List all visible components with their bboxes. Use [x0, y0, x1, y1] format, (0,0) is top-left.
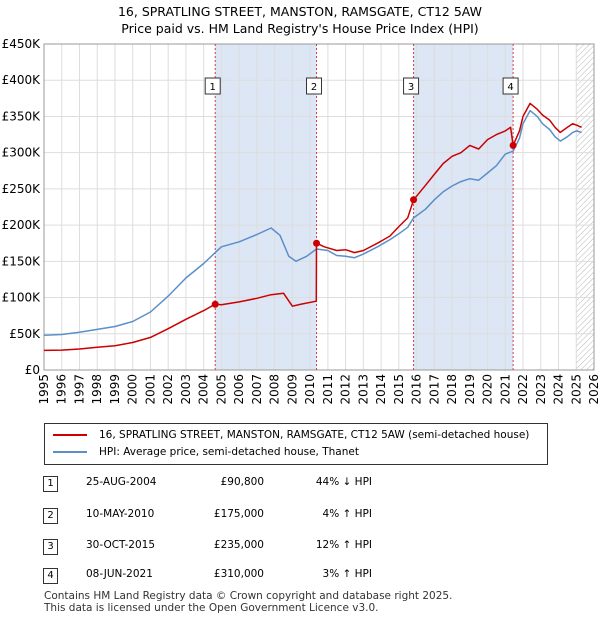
x-tick-label: 1997	[72, 374, 86, 405]
legend-label-property: 16, SPRATLING STREET, MANSTON, RAMSGATE,…	[99, 429, 530, 441]
y-tick-label: £350K	[2, 109, 42, 123]
shaded-band	[215, 44, 317, 370]
x-tick-label: 1998	[90, 374, 104, 405]
chart-subtitle: Price paid vs. HM Land Registry's House …	[121, 21, 479, 36]
legend: 16, SPRATLING STREET, MANSTON, RAMSGATE,…	[44, 423, 548, 465]
plot-frame	[43, 43, 595, 371]
table-row: 2 10-MAY-2010 £175,000 4% ↑ HPI	[0, 508, 600, 526]
sale-point	[509, 141, 517, 149]
sale-hpi-diff: 3% ↑ HPI	[322, 568, 372, 580]
y-tick-label: £250K	[2, 182, 42, 196]
sale-label-box	[204, 77, 221, 95]
sale-label: 2	[311, 82, 317, 93]
property-price-line	[43, 102, 582, 352]
price-chart: £0 £50K £100K £150K £200K £250K £300K £350K £400…	[2, 37, 600, 405]
sale-label: 4	[507, 82, 513, 93]
sale-price: £235,000	[213, 539, 264, 551]
sale-hpi-diff: 44% ↓ HPI	[315, 476, 372, 488]
x-tick-label: 2025	[569, 374, 583, 405]
x-tick-label: 2007	[250, 374, 264, 405]
sale-label-box	[306, 77, 323, 95]
y-tick-label: £200K	[2, 218, 42, 232]
x-tick-label: 2021	[498, 374, 512, 405]
x-tick-label: 2019	[463, 374, 477, 405]
legend-swatch-property	[53, 434, 87, 436]
x-tick-label: 2002	[161, 374, 175, 405]
sale-number-badge: 1	[43, 476, 58, 492]
sale-hpi-diff: 4% ↑ HPI	[322, 508, 372, 520]
hpi-line	[43, 109, 582, 336]
legend-item-hpi: HPI: Average price, semi-detached house,…	[53, 446, 359, 458]
sale-price: £175,000	[213, 508, 264, 520]
x-tick-label: 2017	[427, 374, 441, 405]
sale-label-box	[502, 77, 519, 95]
sale-number-badge: 4	[43, 568, 58, 584]
table-row: 1 25-AUG-2004 £90,800 44% ↓ HPI	[0, 476, 600, 494]
x-tick-label: 2013	[356, 374, 370, 405]
x-tick-label: 2001	[143, 374, 157, 405]
legend-label-hpi: HPI: Average price, semi-detached house,…	[99, 446, 359, 458]
legend-swatch-hpi	[53, 451, 87, 453]
x-tick-label: 2015	[392, 374, 406, 405]
sale-number-badge: 3	[43, 539, 58, 555]
sale-label-box	[403, 77, 420, 95]
forecast-hatch	[576, 44, 594, 370]
sale-hpi-diff: 12% ↑ HPI	[315, 539, 372, 551]
sale-label: 1	[210, 82, 216, 93]
sale-point	[313, 239, 321, 247]
sale-date: 30-OCT-2015	[86, 539, 155, 551]
x-tick-label: 2016	[410, 374, 424, 405]
sale-date: 25-AUG-2004	[86, 476, 157, 488]
sale-point	[211, 300, 219, 308]
sale-label: 3	[408, 82, 414, 93]
sale-number-badge: 2	[43, 508, 58, 524]
shaded-band	[413, 44, 514, 370]
x-tick-label: 2003	[179, 374, 193, 405]
y-tick-label: £150K	[2, 254, 42, 268]
x-tick-label: 2022	[516, 374, 530, 405]
footer-copyright: Contains HM Land Registry data © Crown c…	[44, 590, 453, 602]
y-tick-label: £400K	[2, 73, 42, 87]
x-tick-label: 2020	[481, 374, 495, 405]
y-tick-label: £450K	[2, 37, 42, 51]
chart-title: 16, SPRATLING STREET, MANSTON, RAMSGATE,…	[117, 4, 483, 19]
x-tick-label: 2009	[285, 374, 299, 405]
x-tick-label: 2010	[303, 374, 317, 405]
sale-point	[410, 196, 418, 204]
y-tick-label: £50K	[9, 327, 41, 341]
x-tick-label: 2024	[552, 374, 566, 405]
y-tick-label: £100K	[2, 291, 42, 305]
x-tick-label: 1995	[37, 374, 51, 405]
sale-date: 10-MAY-2010	[86, 508, 155, 520]
x-tick-label: 2018	[445, 374, 459, 405]
y-tick-label: £0	[25, 363, 40, 377]
footer-licence: This data is licensed under the Open Gov…	[44, 602, 379, 614]
table-row: 3 30-OCT-2015 £235,000 12% ↑ HPI	[0, 539, 600, 557]
table-row: 4 08-JUN-2021 £310,000 3% ↑ HPI	[0, 568, 600, 586]
x-tick-label: 2005	[214, 374, 228, 405]
x-tick-label: 2004	[197, 374, 211, 405]
x-tick-label: 2006	[232, 374, 246, 405]
x-tick-label: 1996	[55, 374, 69, 405]
x-tick-label: 2011	[321, 374, 335, 405]
x-tick-label: 2012	[339, 374, 353, 405]
x-tick-label: 2008	[268, 374, 282, 405]
x-tick-label: 2000	[126, 374, 140, 405]
x-tick-label: 2023	[534, 374, 548, 405]
legend-item-property: 16, SPRATLING STREET, MANSTON, RAMSGATE,…	[53, 429, 529, 441]
sale-price: £310,000	[213, 568, 264, 580]
x-tick-label: 1999	[108, 374, 122, 405]
x-tick-label: 2026	[587, 374, 600, 405]
sale-date: 08-JUN-2021	[86, 568, 153, 580]
y-tick-label: £300K	[2, 146, 42, 160]
sale-price: £90,800	[220, 476, 264, 488]
x-tick-label: 2014	[374, 374, 388, 405]
